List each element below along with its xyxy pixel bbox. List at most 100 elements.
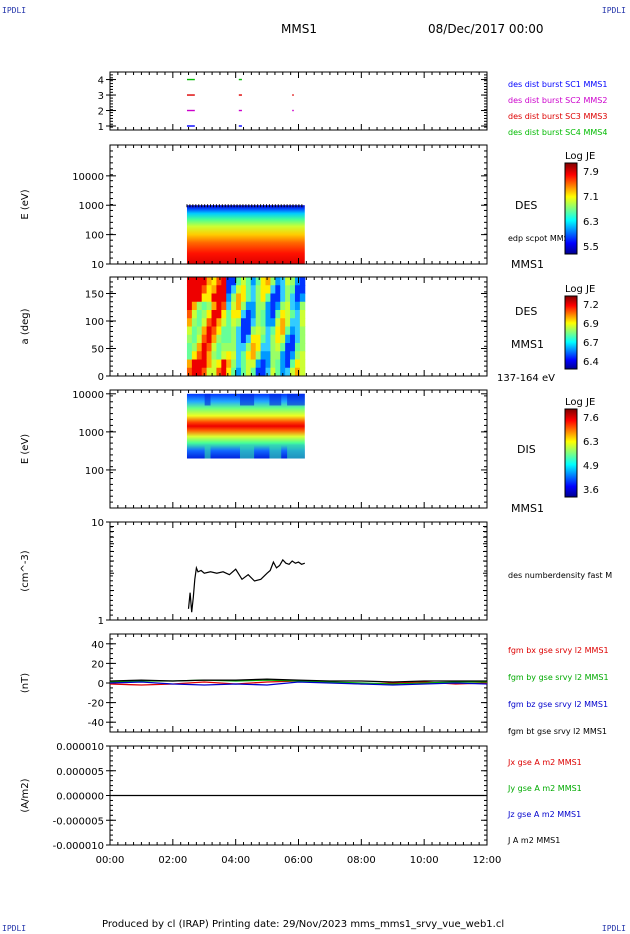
des-pitch-pitch-cell	[226, 351, 232, 360]
des-pitch-pitch-cell	[250, 343, 257, 352]
des-pitch-pitch-cell	[265, 277, 271, 286]
des-pitch-pitch-cell	[191, 285, 198, 294]
des-pitch-pitch-cell	[240, 334, 247, 344]
des-pitch-pitch-cell	[280, 343, 286, 352]
des-pitch-pitch-cell	[240, 343, 247, 352]
des-pitch-colorbar-tick: 7.2	[583, 300, 599, 311]
des-pitch-pitch-cell	[265, 359, 271, 369]
des-pitch-pitch-cell	[196, 367, 203, 377]
des-pitch-pitch-cell	[275, 326, 281, 336]
des-pitch-pitch-cell	[206, 351, 213, 360]
des-pitch-pitch-cell	[255, 277, 262, 286]
des-pitch-pitch-cell	[280, 293, 286, 303]
dis-energy-patch	[269, 445, 282, 459]
des-pitch-pitch-cell	[211, 326, 217, 336]
status-legend-entry: des dist burst SC4 MMS4	[508, 128, 607, 137]
des-pitch-pitch-cell	[226, 326, 232, 336]
dis-energy-instrument-label: DIS	[517, 443, 536, 456]
status-ytick-label: 1	[98, 122, 104, 133]
des-pitch-pitch-cell	[186, 293, 193, 303]
des-pitch-pitch-cell	[285, 310, 291, 319]
des-pitch-pitch-cell	[221, 301, 227, 311]
des-pitch-pitch-cell	[275, 343, 281, 352]
des-pitch-pitch-cell	[236, 359, 242, 369]
des-pitch-pitch-cell	[270, 310, 276, 319]
des-pitch-pitch-cell	[265, 367, 271, 377]
des-pitch-pitch-cell	[245, 334, 252, 344]
des-pitch-pitch-cell	[265, 293, 271, 303]
des-pitch-pitch-cell	[275, 318, 281, 327]
status-legend-entry: des dist burst SC3 MMS3	[508, 112, 607, 121]
dis-energy-colorbar-tick: 7.6	[583, 413, 599, 424]
des-pitch-pitch-cell	[201, 293, 208, 303]
des-pitch-pitch-cell	[280, 318, 286, 327]
status-ytick-label: 4	[98, 76, 104, 87]
des-pitch-pitch-cell	[196, 334, 203, 344]
dis-energy-ytick-label: 1000	[79, 428, 104, 439]
des-energy-ylabel: E (eV)	[20, 189, 31, 219]
des-pitch-pitch-cell	[240, 285, 247, 294]
des-pitch-pitch-cell	[265, 351, 271, 360]
des-pitch-pitch-cell	[285, 326, 291, 336]
corner-label-bottom-left: IPDLI	[2, 924, 27, 933]
status-legend-entry: des dist burst SC1 MMS1	[508, 80, 607, 89]
des-pitch-pitch-cell	[290, 343, 296, 352]
footer-info: Produced by cl (IRAP) Printing date: 29/…	[102, 919, 505, 930]
des-pitch-pitch-cell	[285, 301, 291, 311]
des-pitch-pitch-cell	[211, 310, 217, 319]
des-pitch-pitch-cell	[211, 359, 217, 369]
des-pitch-pitch-cell	[265, 334, 271, 344]
des-pitch-pitch-cell	[211, 293, 217, 303]
dis-energy-colorbar	[564, 408, 578, 498]
des-energy-ytick-label: 100	[85, 231, 104, 242]
des-pitch-pitch-cell	[206, 359, 213, 369]
des-pitch-pitch-cell	[294, 301, 301, 311]
des-pitch-pitch-cell	[226, 293, 232, 303]
des-pitch-pitch-cell	[294, 326, 301, 336]
des-energy-colorbar-tick: 7.1	[583, 192, 599, 203]
des-pitch-pitch-cell	[245, 343, 252, 352]
des-pitch-pitch-cell	[294, 293, 301, 303]
des-pitch-pitch-cell	[270, 334, 276, 344]
des-pitch-pitch-cell	[260, 293, 267, 303]
des-pitch-pitch-cell	[245, 359, 252, 369]
des-energy-instrument-label: DES	[515, 199, 537, 212]
des-pitch-pitch-cell	[186, 343, 193, 352]
des-pitch-pitch-cell	[290, 326, 296, 336]
des-pitch-pitch-cell	[201, 359, 208, 369]
des-pitch-pitch-cell	[216, 293, 222, 303]
des-pitch-pitch-cell	[255, 351, 262, 360]
des-energy-ytick-label: 1000	[79, 201, 104, 212]
des-pitch-pitch-cell	[231, 326, 237, 336]
des-pitch-pitch-cell	[236, 293, 242, 303]
magnetic-field-legend-entry: fgm bx gse srvy l2 MMS1	[508, 646, 609, 655]
des-pitch-pitch-cell	[191, 310, 198, 319]
des-pitch-pitch-cell	[236, 301, 242, 311]
des-pitch-pitch-cell	[290, 334, 296, 344]
des-pitch-pitch-cell	[206, 301, 213, 311]
des-pitch-pitch-cell	[285, 334, 291, 344]
des-pitch-colorbar	[564, 295, 578, 370]
des-pitch-pitch-cell	[270, 367, 276, 377]
des-pitch-pitch-cell	[275, 277, 281, 286]
current-density-xtick-label: 08:00	[347, 855, 376, 866]
des-pitch-pitch-cell	[206, 285, 213, 294]
dis-energy-colorbar-tick: 3.6	[583, 485, 599, 496]
current-density-ylabel: (A/m2)	[20, 778, 31, 812]
status-ytick-label: 3	[98, 91, 104, 102]
des-pitch-pitch-cell	[250, 359, 257, 369]
des-pitch-pitch-cell	[240, 367, 247, 377]
des-pitch-pitch-cell	[294, 343, 301, 352]
des-pitch-pitch-cell	[201, 277, 208, 286]
des-energy-colorbar-title: Log JE	[565, 151, 595, 162]
des-pitch-pitch-cell	[255, 359, 262, 369]
des-pitch-pitch-cell	[285, 285, 291, 294]
des-pitch-energy-range-label: 137-164 eV	[497, 373, 555, 384]
des-pitch-pitch-cell	[226, 310, 232, 319]
des-pitch-instrument-label: DES	[515, 305, 537, 318]
des-pitch-pitch-cell	[245, 277, 252, 286]
des-pitch-pitch-cell	[260, 367, 267, 377]
des-pitch-pitch-cell	[250, 351, 257, 360]
des-pitch-pitch-cell	[299, 293, 306, 303]
dis-energy-patch	[239, 393, 255, 406]
